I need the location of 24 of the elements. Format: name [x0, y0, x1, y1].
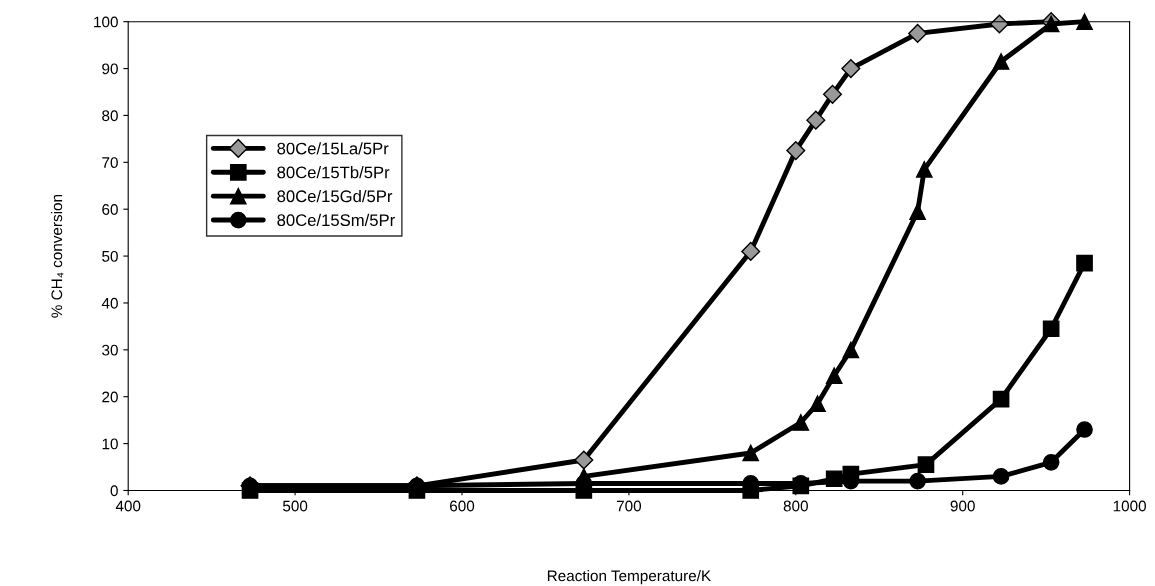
x-axis-title: Reaction Temperature/K	[547, 570, 711, 585]
y-axis-title: % CH₄ conversion	[50, 194, 64, 318]
legend-label: 80Ce/15La/5Pr	[277, 142, 389, 155]
legend-label: 80Ce/15Gd/5Pr	[277, 189, 393, 203]
x-tick-label: 800	[783, 500, 808, 512]
legend-label: 80Ce/15Sm/5Pr	[277, 213, 395, 227]
x-tick-label: 900	[950, 500, 975, 512]
y-tick-label: 100	[94, 16, 118, 28]
x-tick-label: 700	[616, 500, 642, 512]
y-tick-label: 0	[110, 485, 118, 497]
x-tick-label: 500	[282, 500, 308, 512]
legend-label: 80Ce/15Tb/5Pr	[277, 166, 390, 179]
y-tick-label: 10	[102, 438, 118, 450]
y-tick-label: 60	[102, 204, 118, 215]
x-tick-label: 600	[450, 500, 475, 512]
x-tick-label: 1000	[1113, 500, 1146, 512]
y-tick-label: 80	[102, 110, 118, 122]
y-tick-label: 70	[102, 157, 118, 169]
x-tick-label: 400	[115, 500, 141, 512]
y-tick-label: 20	[102, 391, 118, 403]
y-tick-label: 40	[101, 297, 118, 309]
y-tick-label: 50	[102, 250, 118, 262]
y-tick-label: 90	[102, 63, 118, 75]
y-tick-label: 30	[102, 344, 118, 356]
